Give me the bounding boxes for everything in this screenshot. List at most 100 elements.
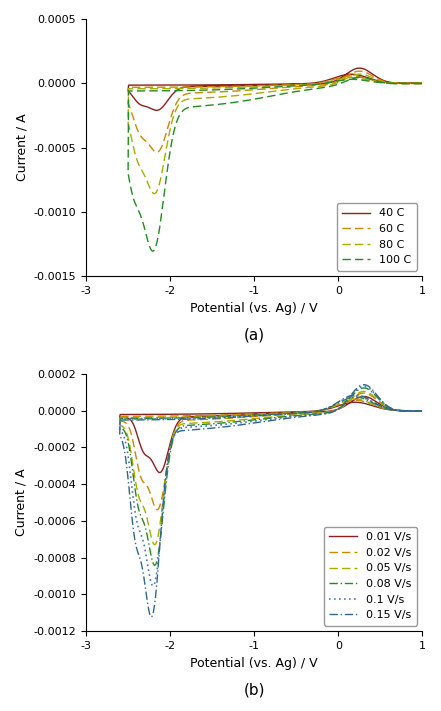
0.02 V/s (154, 506, 160, 514)
40 C (221, 82, 226, 90)
40 C (420, 79, 425, 87)
Text: (a): (a) (244, 328, 265, 343)
0.08 V/s (317, 410, 322, 418)
0.05 V/s (133, 413, 138, 422)
Line: 60 C: 60 C (128, 71, 422, 152)
0.05 V/s (157, 526, 162, 535)
Line: 0.15 V/s: 0.15 V/s (120, 385, 422, 617)
0.15 V/s (420, 407, 425, 415)
0.15 V/s (317, 410, 322, 419)
Text: (b): (b) (243, 683, 265, 697)
80 C (164, 144, 169, 152)
0.01 V/s (317, 407, 322, 416)
0.05 V/s (420, 407, 425, 415)
80 C (420, 79, 425, 87)
0.01 V/s (361, 392, 366, 401)
60 C (164, 128, 169, 137)
80 C (153, 85, 159, 93)
0.01 V/s (146, 410, 151, 419)
60 C (357, 67, 362, 75)
40 C (164, 98, 169, 107)
60 C (153, 83, 159, 92)
0.15 V/s (339, 402, 344, 410)
0.05 V/s (317, 409, 322, 417)
80 C (341, 75, 347, 84)
60 C (221, 87, 226, 96)
0.02 V/s (317, 408, 322, 417)
0.1 V/s (215, 421, 220, 429)
0.08 V/s (420, 407, 425, 415)
100 C (164, 173, 169, 181)
Y-axis label: Current / A: Current / A (15, 469, 28, 536)
Line: 100 C: 100 C (128, 77, 422, 251)
0.01 V/s (420, 407, 425, 415)
Line: 0.05 V/s: 0.05 V/s (120, 392, 422, 545)
0.01 V/s (133, 410, 138, 419)
0.1 V/s (317, 410, 322, 418)
0.01 V/s (420, 407, 425, 415)
0.02 V/s (420, 407, 425, 415)
0.1 V/s (361, 382, 366, 390)
0.02 V/s (133, 412, 138, 420)
0.1 V/s (133, 415, 138, 423)
40 C (320, 80, 325, 88)
80 C (420, 79, 425, 87)
40 C (341, 72, 347, 80)
Line: 0.1 V/s: 0.1 V/s (120, 386, 422, 586)
0.05 V/s (339, 403, 344, 412)
Line: 0.02 V/s: 0.02 V/s (120, 393, 422, 510)
Line: 0.01 V/s: 0.01 V/s (120, 397, 422, 473)
0.08 V/s (339, 402, 344, 411)
0.02 V/s (420, 407, 425, 415)
80 C (141, 85, 146, 93)
40 C (420, 79, 425, 87)
40 C (154, 106, 159, 114)
0.1 V/s (150, 582, 156, 590)
Line: 0.08 V/s: 0.08 V/s (120, 388, 422, 565)
100 C (358, 73, 363, 82)
0.05 V/s (152, 540, 157, 549)
0.1 V/s (157, 547, 162, 556)
0.15 V/s (215, 423, 220, 432)
100 C (153, 87, 159, 95)
100 C (420, 80, 425, 88)
60 C (141, 83, 146, 92)
100 C (341, 77, 347, 86)
80 C (221, 92, 226, 101)
0.08 V/s (133, 415, 138, 423)
100 C (150, 247, 155, 255)
100 C (221, 100, 226, 108)
0.1 V/s (420, 407, 425, 415)
60 C (154, 148, 159, 156)
0.08 V/s (215, 419, 220, 427)
0.05 V/s (420, 407, 425, 415)
40 C (357, 64, 362, 73)
0.08 V/s (157, 545, 162, 553)
0.01 V/s (339, 403, 344, 412)
0.08 V/s (420, 407, 425, 415)
0.08 V/s (152, 561, 157, 570)
0.15 V/s (149, 613, 154, 621)
0.02 V/s (157, 503, 162, 512)
60 C (420, 79, 425, 87)
0.08 V/s (146, 414, 151, 422)
0.1 V/s (339, 402, 344, 410)
100 C (420, 79, 425, 87)
0.02 V/s (146, 412, 151, 420)
Legend: 40 C, 60 C, 80 C, 100 C: 40 C, 60 C, 80 C, 100 C (337, 203, 417, 271)
60 C (341, 74, 347, 82)
0.01 V/s (157, 469, 162, 477)
80 C (152, 189, 157, 198)
0.05 V/s (361, 387, 366, 396)
Legend: 0.01 V/s, 0.02 V/s, 0.05 V/s, 0.08 V/s, 0.1 V/s, 0.15 V/s: 0.01 V/s, 0.02 V/s, 0.05 V/s, 0.08 V/s, … (324, 527, 417, 626)
Line: 40 C: 40 C (128, 68, 422, 110)
0.08 V/s (361, 384, 366, 392)
0.15 V/s (420, 407, 425, 415)
0.15 V/s (157, 551, 162, 560)
0.1 V/s (420, 407, 425, 415)
0.02 V/s (215, 415, 220, 423)
0.15 V/s (133, 416, 138, 424)
100 C (141, 87, 146, 95)
80 C (358, 70, 363, 78)
80 C (320, 82, 325, 90)
